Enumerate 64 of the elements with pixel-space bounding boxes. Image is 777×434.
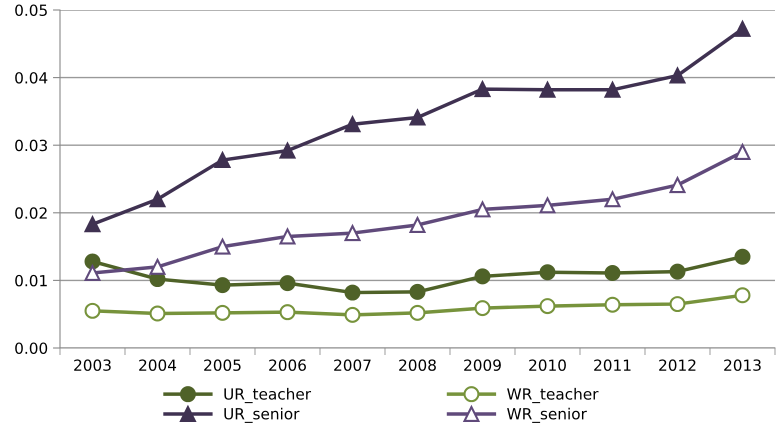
point [84, 302, 100, 319]
x-tick-label: 2012 [659, 359, 696, 371]
point [214, 277, 230, 294]
point [84, 216, 100, 232]
point [280, 142, 296, 159]
point [410, 304, 426, 321]
point [214, 152, 230, 168]
point [670, 68, 686, 84]
x-tick-label: 2006 [269, 359, 306, 371]
point [670, 264, 686, 280]
legend-label: WR_senior [507, 408, 587, 423]
point [604, 191, 620, 208]
legend-label: WR_teacher [507, 388, 598, 404]
point [670, 177, 686, 194]
y-tick-label: 0.04 [15, 72, 48, 84]
y-tick-label: 0.01 [15, 274, 47, 286]
point [344, 116, 360, 132]
x-tick-label: 2005 [204, 359, 241, 371]
legend-label: UR_senior [224, 408, 300, 423]
point [474, 268, 490, 284]
y-tick-label: 0.02 [15, 207, 47, 219]
point [150, 191, 166, 208]
point [540, 264, 556, 280]
point [280, 275, 296, 292]
x-tick-label: 2013 [724, 359, 761, 371]
point [344, 225, 360, 242]
point [410, 109, 426, 126]
point [734, 248, 750, 265]
point [604, 82, 620, 98]
point [474, 81, 490, 98]
legend-label: UR_teacher [224, 388, 312, 404]
point [540, 82, 556, 98]
point [604, 264, 620, 281]
point [280, 228, 296, 244]
x-tick-label: 2010 [529, 359, 566, 371]
point [474, 201, 490, 218]
point [474, 300, 490, 316]
y-tick-label: 0.05 [15, 4, 47, 16]
point [604, 296, 620, 313]
point [84, 264, 100, 281]
point [410, 284, 426, 300]
point [540, 197, 556, 214]
point [344, 284, 360, 301]
x-tick-label: 2011 [594, 359, 631, 371]
x-tick-label: 2007 [334, 359, 371, 371]
point [214, 238, 230, 255]
y-tick-label: 0.03 [15, 140, 47, 152]
point [214, 304, 230, 321]
point [410, 216, 426, 233]
point [150, 306, 166, 322]
point [734, 287, 750, 304]
x-tick-label: 2003 [74, 359, 111, 371]
point [670, 296, 686, 312]
point [734, 20, 750, 37]
point [280, 304, 296, 320]
point [150, 258, 166, 275]
y-tick-label: 0.00 [15, 342, 48, 354]
x-tick-label: 2008 [399, 359, 436, 371]
point [344, 306, 360, 323]
point [540, 298, 556, 314]
x-tick-label: 2009 [464, 359, 501, 371]
x-tick-label: 2004 [139, 359, 176, 371]
point [84, 253, 100, 270]
point [734, 144, 750, 160]
